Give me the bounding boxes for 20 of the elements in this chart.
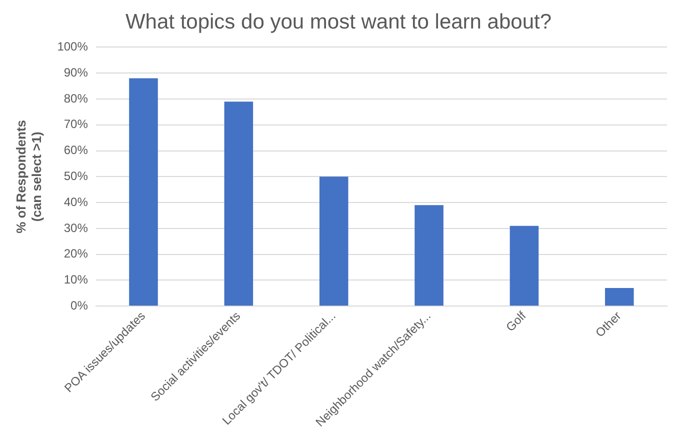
y-tick-label: 100% bbox=[57, 40, 88, 54]
bar bbox=[319, 176, 348, 306]
y-tick-label: 40% bbox=[64, 194, 88, 209]
y-axis-title: % of Respondents (can select >1) bbox=[13, 120, 44, 234]
bar bbox=[129, 78, 158, 306]
y-tick-label: 10% bbox=[64, 272, 88, 287]
chart-title: What topics do you most want to learn about? bbox=[125, 10, 552, 34]
y-tick-label: 80% bbox=[64, 91, 88, 106]
y-tick-label: 20% bbox=[64, 246, 88, 261]
y-tick-label: 0% bbox=[70, 298, 88, 312]
bar bbox=[510, 226, 539, 306]
y-tick-label: 60% bbox=[64, 143, 88, 158]
y-tick-label: 70% bbox=[64, 117, 88, 132]
bar bbox=[605, 288, 634, 306]
y-tick-label: 50% bbox=[64, 168, 88, 183]
y-tick-label: 90% bbox=[64, 65, 88, 80]
y-tick-label: 30% bbox=[64, 220, 88, 235]
bar bbox=[224, 102, 254, 306]
x-tick-label: Golf bbox=[503, 308, 530, 334]
bar bbox=[414, 205, 444, 306]
